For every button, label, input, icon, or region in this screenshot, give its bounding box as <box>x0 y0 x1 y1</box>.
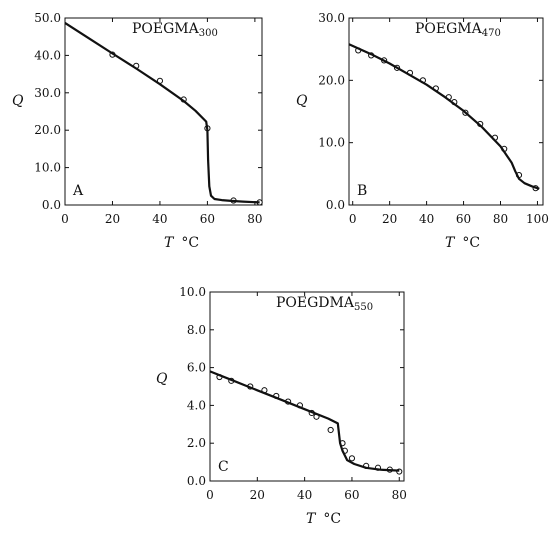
x-tick-label: 20 <box>382 212 397 226</box>
x-tick-label: 0 <box>61 212 69 226</box>
y-tick-label: 0.0 <box>42 198 61 212</box>
y-tick-label: 10.0 <box>34 161 61 175</box>
x-tick-label: 60 <box>200 212 215 226</box>
x-axis-unit: °C <box>462 235 480 251</box>
fit-curve <box>64 21 260 204</box>
x-axis-title: T °C <box>164 235 199 251</box>
panel-b: 0 20 40 60 80 100 0.0 10.0 20.0 30.0 POEGMA470 B T °C… <box>296 11 549 251</box>
y-tick-label: 6.0 <box>187 361 206 375</box>
panel-title-main: POEGDMA <box>276 295 355 311</box>
panel-title-main: POEGMA <box>132 21 200 37</box>
panel-letter: C <box>218 459 229 475</box>
x-tick-label: 40 <box>297 488 312 502</box>
panel-c: 0 20 40 60 80 0.0 2.0 4.0 6.0 8.0 10.0 POEGDMA550 C T… <box>156 285 407 527</box>
x-axis-variable: T <box>306 511 317 527</box>
panel-letter: B <box>357 183 367 199</box>
panel-letter: A <box>72 183 84 199</box>
x-axis-title: T °C <box>445 235 480 251</box>
fit-curve <box>209 370 400 472</box>
x-tick-label: 20 <box>250 488 265 502</box>
panel-title-subscript: 550 <box>354 302 373 313</box>
y-tick-label: 4.0 <box>187 398 206 412</box>
x-axis-unit: °C <box>323 511 341 527</box>
panel-a: 0 20 40 60 80 0.0 10.0 20.0 30.0 40.0 50.0 POEGMA30… <box>12 11 263 251</box>
x-tick-label: 0 <box>206 488 214 502</box>
y-tick-label: 50.0 <box>34 11 61 25</box>
y-tick-label: 30.0 <box>34 86 61 100</box>
x-axis-variable: T <box>164 235 175 251</box>
y-tick-label: 40.0 <box>34 48 61 62</box>
plot-frame <box>64 17 263 206</box>
x-axis-unit: °C <box>181 235 199 251</box>
panel-title-subscript: 470 <box>482 28 501 39</box>
data-point <box>348 455 356 462</box>
x-axis-title: T °C <box>306 511 341 527</box>
x-axis-variable: T <box>445 235 456 251</box>
x-tick-label: 0 <box>349 212 357 226</box>
x-tick-label: 60 <box>344 488 359 502</box>
y-tick-label: 2.0 <box>187 436 206 450</box>
panel-title-main: POEGMA <box>415 21 483 37</box>
x-tick-label: 60 <box>456 212 471 226</box>
y-tick-label: 0.0 <box>187 474 206 488</box>
y-tick-label: 10.0 <box>318 136 345 150</box>
panel-title-subscript: 300 <box>199 28 218 39</box>
plot-frame <box>209 291 405 482</box>
y-tick-label: 8.0 <box>187 323 206 337</box>
y-tick-label: 20.0 <box>34 123 61 137</box>
panel-title: POEGDMA550 <box>276 295 373 313</box>
y-axis-title: Q <box>156 371 168 387</box>
y-axis-title: Q <box>12 93 24 109</box>
data-point <box>327 426 334 434</box>
x-tick-label: 40 <box>419 212 434 226</box>
y-tick-label: 30.0 <box>318 11 345 25</box>
x-tick-label: 80 <box>493 212 508 226</box>
y-tick-label: 20.0 <box>318 73 345 87</box>
fit-curve <box>348 43 540 190</box>
x-tick-label: 80 <box>247 212 262 226</box>
panel-title: POEGMA300 <box>132 21 218 39</box>
x-tick-label: 40 <box>152 212 167 226</box>
x-tick-label: 80 <box>392 488 407 502</box>
plot-frame <box>348 17 544 206</box>
y-axis-title: Q <box>296 93 308 109</box>
x-tick-label: 20 <box>105 212 120 226</box>
panel-title: POEGMA470 <box>415 21 501 39</box>
y-tick-label: 10.0 <box>179 285 206 299</box>
y-tick-label: 0.0 <box>326 198 345 212</box>
x-tick-label: 100 <box>526 212 549 226</box>
